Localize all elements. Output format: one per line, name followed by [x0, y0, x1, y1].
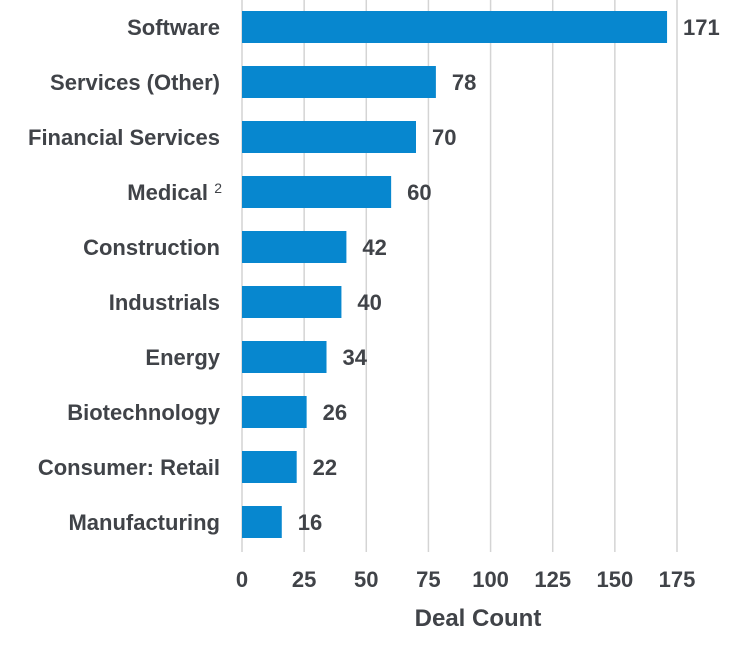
category-label: Energy	[145, 345, 220, 370]
bar	[242, 231, 347, 263]
data-label: 70	[432, 125, 456, 150]
data-label: 26	[323, 400, 347, 425]
x-tick-label: 75	[416, 567, 440, 592]
data-label: 78	[452, 70, 476, 95]
superscript-label: 2	[214, 180, 222, 196]
data-label: 40	[357, 290, 381, 315]
x-tick-label: 50	[354, 567, 378, 592]
category-label: Medical	[127, 180, 208, 205]
x-tick-label: 150	[596, 567, 633, 592]
data-label: 42	[362, 235, 386, 260]
category-labels: Software Services (Other) Financial Servic…	[28, 15, 222, 535]
data-label: 60	[407, 180, 431, 205]
category-label: Services (Other)	[50, 70, 220, 95]
category-label: Software	[127, 15, 220, 40]
bar	[242, 451, 297, 483]
bars: 171 78 70 60 42 40 34 26 22 16	[242, 11, 720, 538]
bar	[242, 11, 668, 43]
x-tick-label: 175	[659, 567, 696, 592]
data-label: 34	[343, 345, 368, 370]
x-tick-label: 100	[472, 567, 509, 592]
category-label: Manufacturing	[68, 510, 220, 535]
data-label: 22	[313, 455, 337, 480]
category-label: Industrials	[109, 290, 220, 315]
category-label: Construction	[83, 235, 220, 260]
bar	[242, 341, 327, 373]
x-tick-label: 125	[534, 567, 571, 592]
bar	[242, 176, 392, 208]
bar	[242, 506, 282, 538]
x-tick-label: 0	[236, 567, 248, 592]
x-tick-labels: 0 25 50 75 100 125 150 175	[236, 567, 695, 592]
category-label: Biotechnology	[67, 400, 221, 425]
category-label: Financial Services	[28, 125, 220, 150]
bar	[242, 66, 436, 98]
category-label: Consumer: Retail	[38, 455, 220, 480]
bar	[242, 286, 342, 318]
bar	[242, 396, 307, 428]
data-label: 16	[298, 510, 322, 535]
x-tick-label: 25	[292, 567, 316, 592]
x-axis-title: Deal Count	[415, 605, 542, 632]
data-label: 171	[683, 15, 720, 40]
bar	[242, 121, 416, 153]
